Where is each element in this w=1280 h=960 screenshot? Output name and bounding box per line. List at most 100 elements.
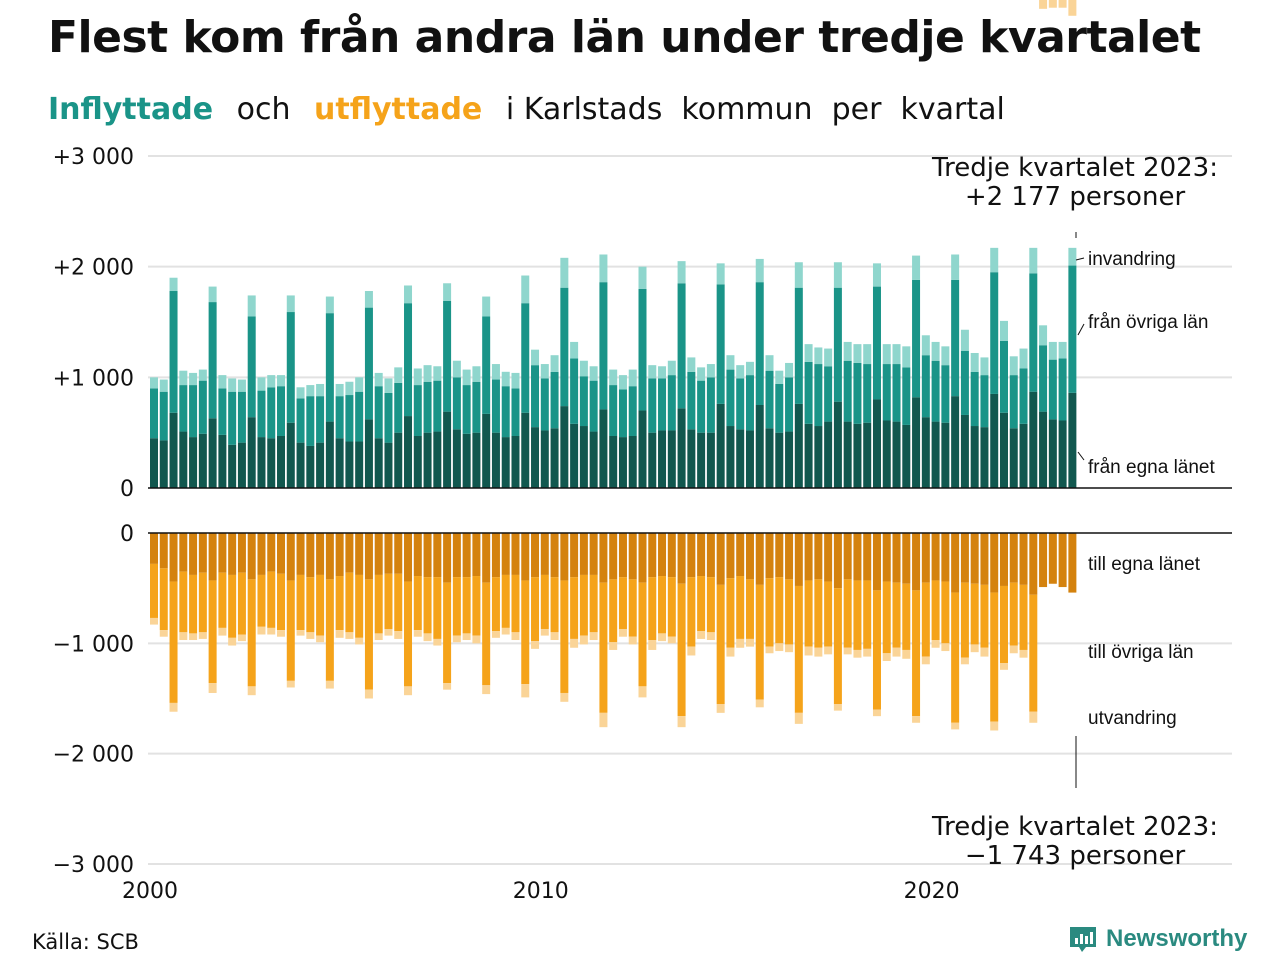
- annotations: invandring från övriga län från egna länet…: [931, 153, 1218, 871]
- bar-in-own: [237, 442, 246, 488]
- leader-fran-ovriga-lan: [1077, 323, 1085, 336]
- bar-in-other: [736, 378, 745, 430]
- bar-in-own: [540, 430, 549, 488]
- bar-in-own: [736, 429, 745, 488]
- bar-out-own: [638, 533, 647, 583]
- bar-out-emig: [218, 627, 227, 636]
- bar-out-emig: [755, 699, 764, 708]
- bar-out-other: [1029, 594, 1038, 712]
- bar-out-emig: [511, 632, 520, 641]
- logo-text: Newsworthy: [1106, 925, 1248, 952]
- bar-in-own: [531, 427, 540, 488]
- bar-out-emig: [599, 712, 608, 728]
- bar-out-own: [491, 533, 500, 578]
- bar-out-own: [589, 533, 598, 575]
- bar-in-other: [706, 377, 715, 433]
- bar-out-own: [237, 533, 246, 573]
- bar-in-own: [306, 445, 315, 488]
- bar-in-immig: [599, 254, 608, 283]
- bar-in-other: [433, 380, 442, 432]
- bar-in-own: [951, 396, 960, 488]
- bar-out-own: [902, 533, 911, 584]
- bar-in-other: [491, 379, 500, 433]
- bar-out-emig: [1048, 0, 1057, 8]
- bar-out-other: [364, 579, 373, 690]
- bar-in-immig: [667, 360, 676, 376]
- bar-in-own: [638, 410, 647, 488]
- bar-out-own: [697, 533, 706, 577]
- bar-out-own: [228, 533, 237, 575]
- bar-out-emig: [208, 683, 217, 693]
- bar-out-other: [609, 579, 618, 643]
- subtitle-rest: i Karlstads kommun per kvartal: [505, 92, 1005, 127]
- bar-in-own: [433, 431, 442, 488]
- bar-in-immig: [531, 349, 540, 366]
- bar-in-own: [843, 421, 852, 488]
- bar-out-other: [892, 582, 901, 648]
- bar-out-emig: [638, 686, 647, 698]
- bar-in-own: [364, 419, 373, 488]
- bar-in-immig: [951, 254, 960, 280]
- bar-out-own: [892, 533, 901, 583]
- bar-out-other: [560, 580, 569, 693]
- bar-out-other: [511, 574, 520, 633]
- bar-in-own: [208, 418, 217, 488]
- bar-in-immig: [941, 346, 950, 366]
- bar-out-emig: [228, 637, 237, 646]
- bar-in-immig: [589, 366, 598, 381]
- bar-in-own: [189, 437, 198, 488]
- bar-in-immig: [452, 360, 461, 378]
- bar-in-own: [384, 442, 393, 488]
- bar-out-emig: [404, 686, 413, 696]
- bar-out-emig: [892, 647, 901, 657]
- bar-in-own: [423, 432, 432, 488]
- annotation-top-line1: Tredje kvartalet 2023:: [931, 153, 1218, 183]
- bar-out-other: [853, 580, 862, 650]
- bar-in-immig: [335, 383, 344, 397]
- label-till-egna-lanet: till egna länet: [1088, 554, 1201, 575]
- bar-out-emig: [618, 628, 627, 637]
- bar-in-own: [277, 435, 286, 488]
- bar-in-immig: [716, 263, 725, 285]
- bar-out-own: [824, 533, 833, 582]
- bar-out-emig: [824, 646, 833, 655]
- bar-in-immig: [364, 291, 373, 308]
- bar-out-own: [970, 533, 979, 584]
- bar-out-own: [374, 533, 383, 575]
- bar-in-immig: [706, 364, 715, 378]
- bar-in-immig: [726, 355, 735, 370]
- bar-out-own: [745, 533, 754, 580]
- bar-out-own: [843, 533, 852, 580]
- bar-in-other: [306, 396, 315, 446]
- bar-out-other: [550, 577, 559, 633]
- bar-in-other: [560, 287, 569, 407]
- bar-out-emig: [482, 685, 491, 695]
- bar-in-immig: [394, 367, 403, 383]
- bar-out-emig: [423, 633, 432, 642]
- bar-out-other: [599, 582, 608, 713]
- bar-out-own: [980, 533, 989, 585]
- bar-in-other: [902, 367, 911, 425]
- bar-in-other: [1009, 375, 1018, 429]
- bar-in-own: [345, 441, 354, 488]
- bar-in-own: [902, 424, 911, 488]
- bar-in-immig: [960, 329, 969, 351]
- bar-out-own: [345, 533, 354, 573]
- bar-in-immig: [970, 352, 979, 372]
- bar-out-emig: [736, 638, 745, 648]
- bar-in-own: [1048, 419, 1057, 488]
- bar-in-immig: [501, 371, 510, 387]
- bar-in-own: [970, 426, 979, 488]
- bar-in-other: [286, 312, 295, 423]
- bar-out-own: [736, 533, 745, 577]
- bar-out-other: [482, 582, 491, 686]
- bar-out-own: [1009, 533, 1018, 583]
- bar-in-immig: [1029, 247, 1038, 274]
- bar-in-own: [618, 437, 627, 488]
- bar-out-own: [247, 533, 256, 580]
- bar-in-other: [316, 396, 325, 443]
- bar-in-other: [267, 387, 276, 439]
- bar-in-other: [374, 386, 383, 439]
- bar-in-own: [824, 421, 833, 488]
- bar-in-other: [794, 287, 803, 404]
